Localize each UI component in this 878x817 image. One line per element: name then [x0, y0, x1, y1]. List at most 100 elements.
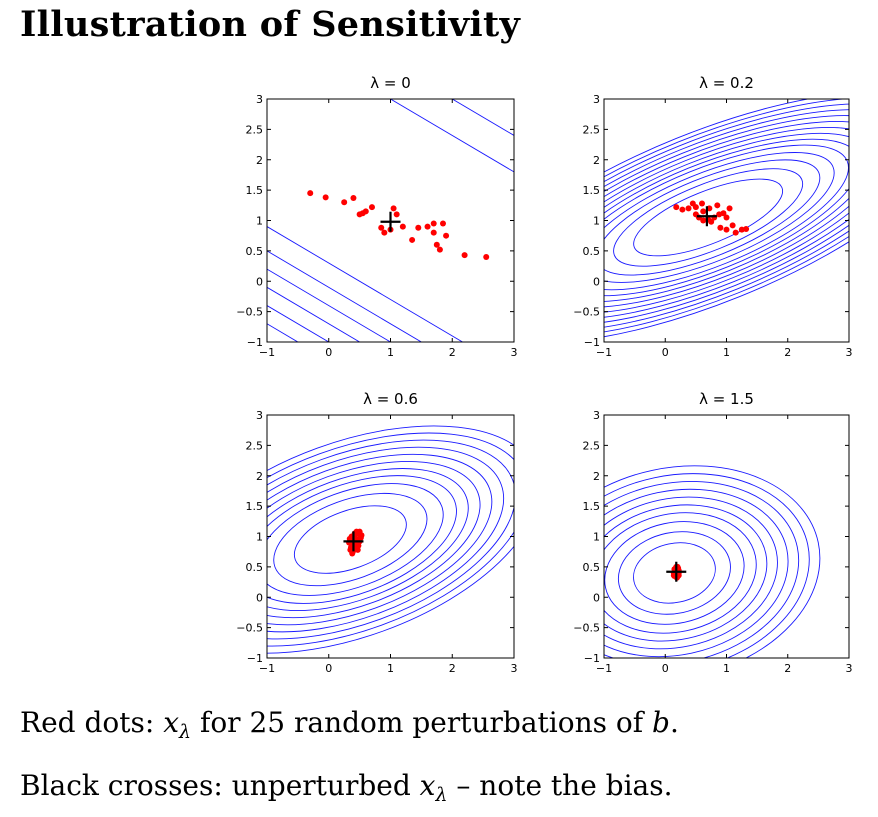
x-tick-label: 0 [325, 346, 332, 359]
contour-ellipse [604, 480, 800, 658]
contour-ellipse [604, 99, 849, 342]
perturbed-point [723, 226, 730, 233]
perturbed-point [424, 223, 431, 230]
y-tick-label: 0.5 [583, 561, 601, 574]
perturbed-point [483, 253, 490, 260]
y-tick-label: 0 [593, 275, 600, 288]
x-tick-label: 0 [325, 662, 332, 675]
y-tick-label: 0.5 [246, 245, 264, 258]
y-tick-label: 3 [593, 409, 600, 422]
contour-line [267, 226, 464, 342]
contour-line [144, 0, 638, 50]
x-tick-label: 3 [511, 346, 518, 359]
perturbed-point [714, 202, 721, 209]
caption-1-suffix: for 25 random perturbations of [191, 706, 652, 739]
contour-ellipse [604, 504, 768, 642]
caption-2-suffix: – note the bias. [447, 769, 673, 802]
caption-2-prefix: Black crosses: unperturbed [20, 769, 420, 802]
y-tick-label: 2.5 [246, 439, 264, 452]
panel-1: −1 0 1 2 3 −1 −0.5 0 0.5 1 1.5 2 2.5 3 λ = 0.2 [573, 74, 852, 359]
caption-red-dots: Red dots: xλ for 25 random perturbations… [20, 706, 679, 743]
perturbed-point [726, 205, 733, 212]
contour-ellipse [604, 521, 745, 625]
perturbed-point [685, 205, 692, 212]
perturbed-point [723, 214, 730, 221]
contour-lines [604, 99, 849, 342]
y-tick-label: 2 [256, 470, 263, 483]
y-tick-label: 1.5 [583, 500, 601, 513]
perturbed-point [716, 211, 723, 218]
y-tick-label: −1 [584, 336, 600, 349]
y-tick-label: −0.5 [236, 622, 263, 635]
perturbed-point [673, 204, 680, 211]
contour-line [451, 99, 514, 136]
contour-ellipse [267, 439, 514, 640]
y-tick-label: 1.5 [246, 500, 264, 513]
perturbed-point [381, 229, 388, 236]
contour-line [144, 366, 638, 658]
contour-ellipse [604, 132, 849, 303]
y-tick-label: −1 [247, 336, 263, 349]
perturbed-point [732, 229, 739, 236]
contour-lines [267, 425, 514, 654]
contour-ellipse [267, 483, 444, 596]
perturbed-point [354, 546, 361, 553]
perturbed-point [356, 211, 363, 218]
perturbed-point [729, 222, 736, 229]
contour-ellipse [617, 531, 731, 615]
y-tick-label: 0.5 [583, 245, 601, 258]
contour-ellipse [267, 453, 493, 626]
perturbed-point [439, 220, 446, 227]
perturbed-point [378, 224, 385, 231]
contour-line [144, 0, 638, 142]
perturbed-point [717, 224, 724, 231]
contour-ellipse [604, 144, 849, 291]
perturbed-point [436, 246, 443, 253]
y-tick-label: 3 [256, 93, 263, 106]
x-tick-label: 2 [784, 346, 791, 359]
contour-ellipse [604, 99, 849, 338]
perturbed-point [430, 229, 437, 236]
panel-title: λ = 0.6 [363, 390, 418, 408]
caption-2-var: x [419, 769, 436, 802]
x-tick-label: 1 [723, 662, 730, 675]
x-tick-label: 1 [723, 346, 730, 359]
perturbed-point [692, 204, 699, 211]
y-tick-label: 0.5 [246, 561, 264, 574]
contour-ellipse [267, 460, 481, 619]
y-tick-label: 1 [256, 215, 263, 228]
panel-2: −1 0 1 2 3 −1 −0.5 0 0.5 1 1.5 2 2.5 3 λ = 0.6 [236, 390, 517, 675]
y-tick-label: 2.5 [583, 439, 601, 452]
contour-line [144, 345, 638, 637]
y-tick-label: 3 [593, 93, 600, 106]
contour-ellipse [604, 121, 849, 314]
perturbed-point [679, 206, 686, 213]
y-tick-label: 0 [256, 591, 263, 604]
caption-1-b: b [652, 706, 670, 739]
x-tick-label: 2 [449, 346, 456, 359]
y-tick-label: −0.5 [236, 306, 263, 319]
y-tick-label: 2 [593, 470, 600, 483]
axes-frame [603, 98, 850, 343]
contour-line [144, 391, 638, 683]
perturbed-point [409, 236, 416, 243]
y-tick-label: 1.5 [246, 184, 264, 197]
contour-ellipse [267, 446, 505, 633]
contour-ellipse [604, 103, 849, 332]
contour-line [144, 0, 638, 111]
perturbed-point [708, 218, 715, 225]
contour-ellipse [293, 505, 407, 574]
contour-ellipse [604, 138, 849, 297]
perturbed-point [743, 226, 750, 233]
y-tick-label: 2 [256, 154, 263, 167]
contour-ellipse [267, 432, 514, 647]
panel-title: λ = 0.2 [699, 74, 754, 92]
caption-1-prefix: Red dots: [20, 706, 164, 739]
y-tick-label: 1.5 [583, 184, 601, 197]
x-tick-label: −1 [259, 346, 275, 359]
contour-ellipse [267, 425, 514, 654]
contour-ellipse [604, 152, 835, 283]
contour-line [267, 305, 330, 342]
contour-ellipse [604, 496, 778, 650]
contour-ellipse [604, 488, 789, 658]
